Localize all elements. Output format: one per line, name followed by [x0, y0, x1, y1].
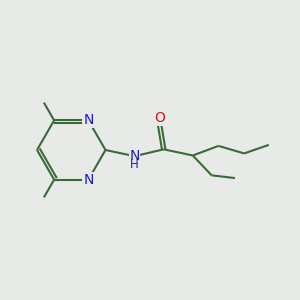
- Text: N: N: [129, 149, 140, 163]
- Text: O: O: [154, 111, 165, 125]
- Text: N: N: [83, 113, 94, 127]
- Text: N: N: [83, 173, 94, 187]
- Text: H: H: [130, 158, 139, 171]
